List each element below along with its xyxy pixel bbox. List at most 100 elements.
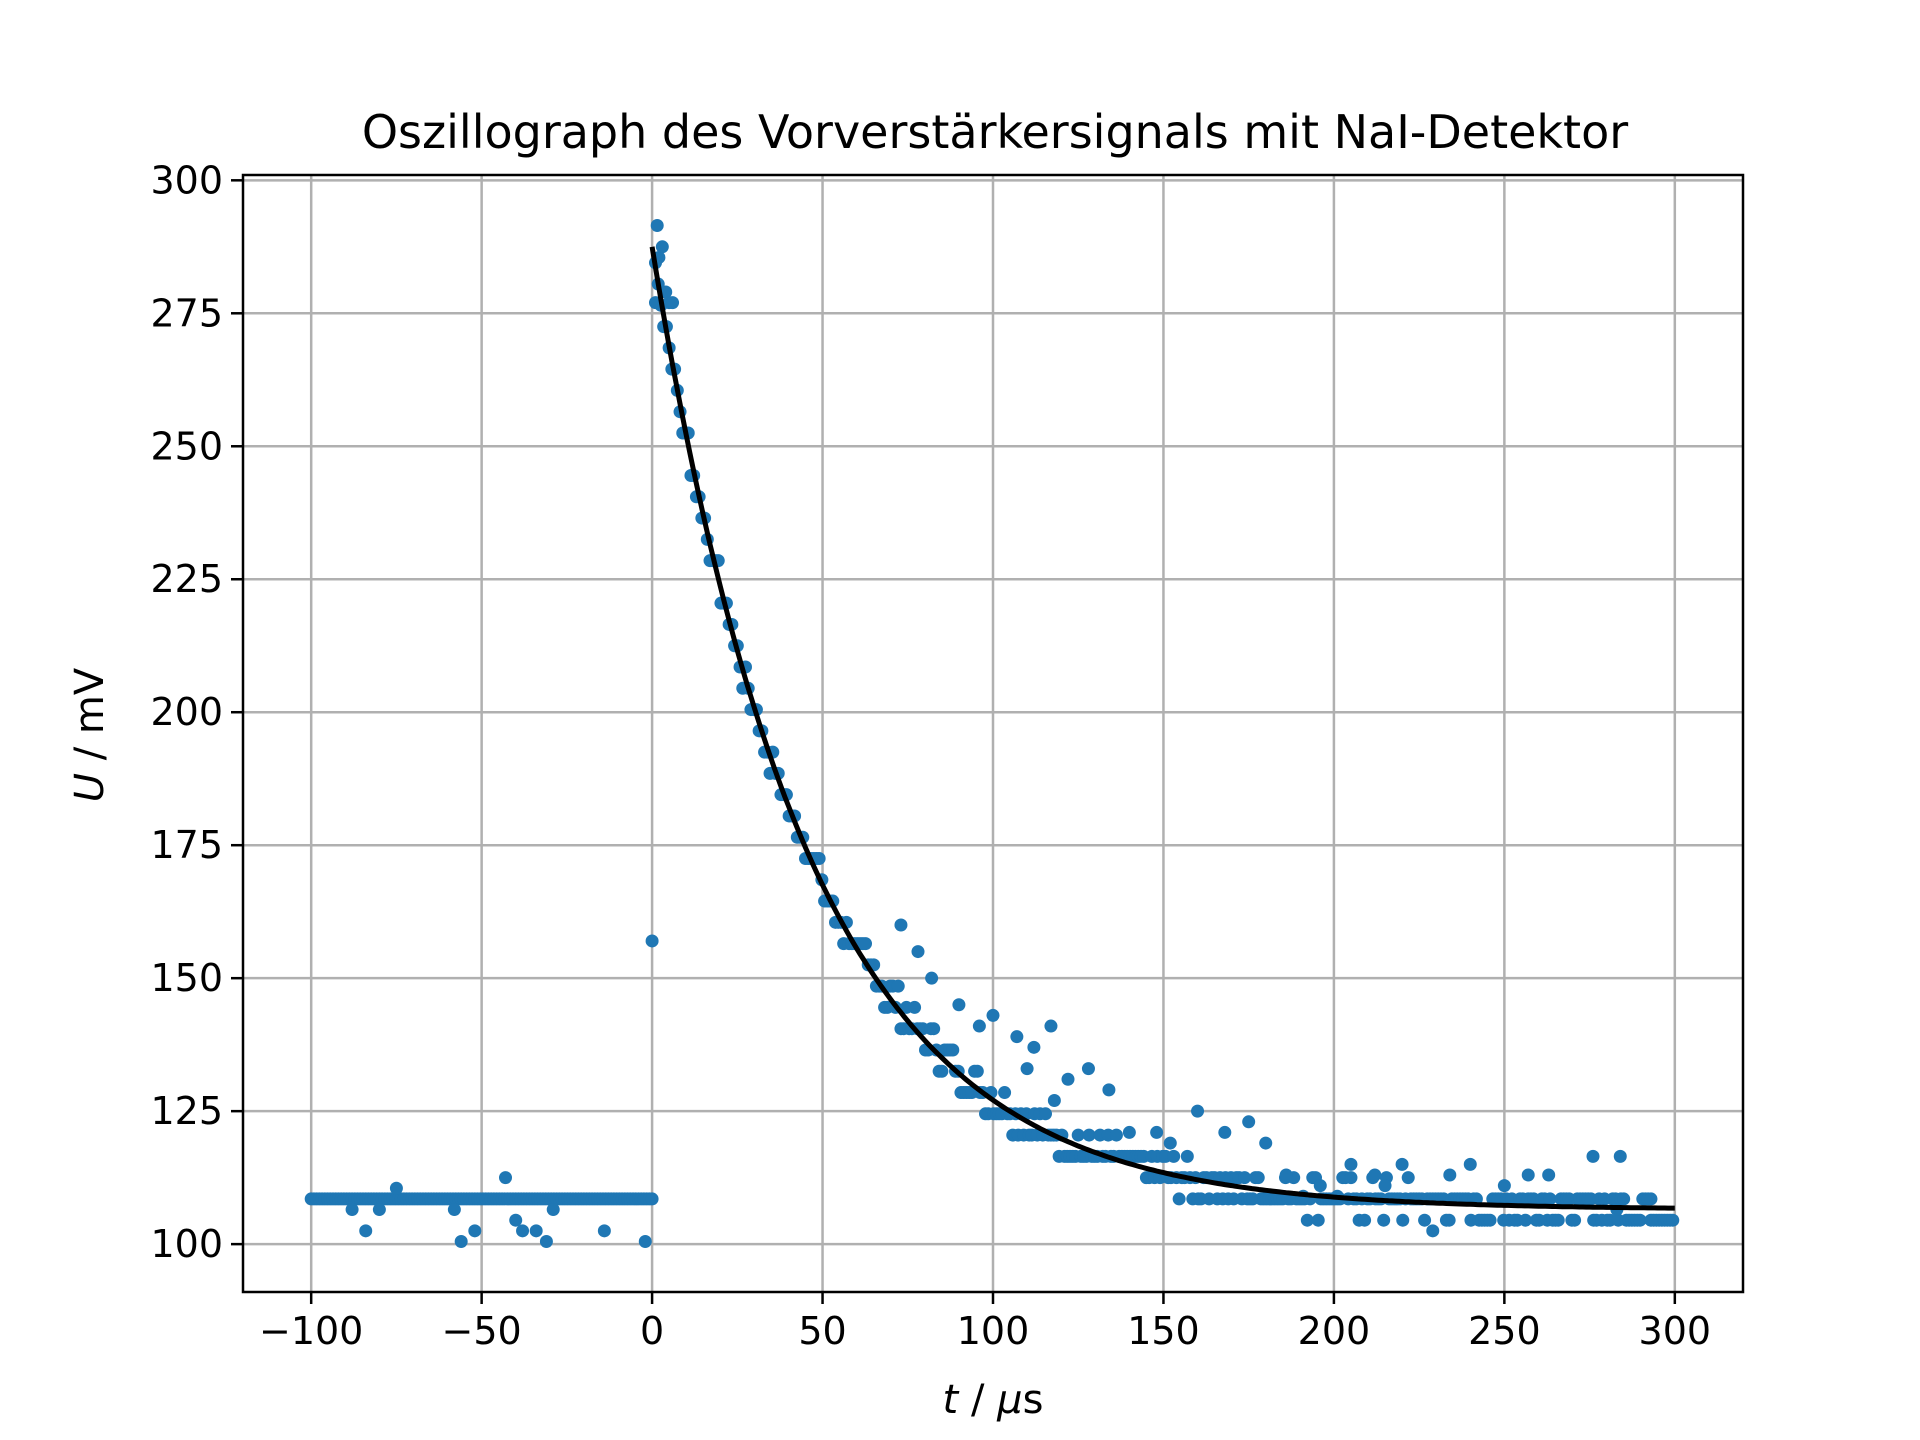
y-axis: 100 125 150 175 200 225 250 275 300 [150, 158, 243, 1266]
data-point [1358, 1213, 1372, 1227]
data-point [499, 1171, 512, 1185]
data-point [935, 1064, 949, 1078]
y-tick-label: 200 [150, 690, 223, 734]
data-point [1039, 1107, 1052, 1121]
data-point [345, 1203, 359, 1217]
data-point [1167, 1149, 1181, 1163]
data-point [666, 296, 680, 310]
data-point [970, 1064, 984, 1078]
data-point [650, 219, 664, 233]
data-point [908, 1000, 922, 1014]
data-point [447, 1203, 461, 1217]
y-tick-label: 275 [150, 291, 223, 335]
x-tick-label: 0 [640, 1309, 664, 1353]
data-point [1047, 1094, 1061, 1108]
data-point [1377, 1213, 1391, 1227]
data-point [1044, 1019, 1058, 1033]
data-point [539, 1234, 553, 1248]
y-tick-label: 175 [150, 823, 223, 867]
data-point [597, 1224, 611, 1238]
data-point [1378, 1179, 1392, 1193]
data-point [1644, 1192, 1658, 1206]
data-point [911, 945, 925, 959]
data-point [454, 1234, 468, 1248]
x-axis: −100 −50 0 50 100 150 200 250 300 [259, 1292, 1711, 1353]
data-point [1497, 1179, 1511, 1193]
x-tick-label: 50 [798, 1309, 846, 1353]
y-tick-label: 150 [150, 956, 223, 1000]
data-point [1568, 1213, 1582, 1227]
data-point [509, 1213, 523, 1227]
data-point [468, 1224, 482, 1238]
data-point [1122, 1125, 1136, 1139]
data-point [1401, 1171, 1415, 1185]
data-point [389, 1181, 403, 1195]
data-point [546, 1203, 560, 1217]
data-point [891, 979, 905, 993]
data-point [1109, 1128, 1123, 1142]
chart-title: Oszillograph des Vorverstärkersignals mi… [362, 105, 1628, 159]
data-point [1519, 1213, 1532, 1227]
x-tick-label: −100 [259, 1309, 363, 1353]
data-point [1617, 1192, 1631, 1206]
data-point [638, 1234, 652, 1248]
x-tick-label: 150 [1127, 1309, 1200, 1353]
y-tick-label: 100 [150, 1222, 223, 1266]
y-tick-label: 225 [150, 557, 223, 601]
y-tick-label: 250 [150, 424, 223, 468]
data-point [972, 1019, 986, 1033]
data-point [1443, 1168, 1457, 1182]
data-point [529, 1224, 543, 1238]
data-point [1163, 1136, 1177, 1150]
data-point [372, 1203, 386, 1217]
data-point [1259, 1136, 1273, 1150]
data-point [946, 1043, 960, 1057]
grid [243, 175, 1743, 1292]
y-tick-label: 125 [150, 1089, 223, 1133]
data-point [1172, 1192, 1186, 1206]
data-point [645, 1192, 659, 1206]
data-point [1082, 1128, 1096, 1142]
data-point [1396, 1213, 1410, 1227]
data-point [1368, 1168, 1382, 1182]
data-point [1191, 1104, 1205, 1118]
fit-curve [649, 246, 1675, 1211]
data-point [655, 240, 669, 254]
data-point [1300, 1213, 1314, 1227]
data-point [1150, 1125, 1164, 1139]
data-point [1542, 1168, 1556, 1182]
data-point [1020, 1062, 1034, 1076]
data-point [1418, 1213, 1432, 1227]
data-point [998, 1086, 1012, 1100]
data-point [1613, 1149, 1627, 1163]
data-point [1279, 1168, 1293, 1182]
data-point [1027, 1040, 1041, 1054]
data-point [1586, 1149, 1600, 1163]
x-tick-label: 200 [1298, 1309, 1371, 1353]
data-point [1442, 1213, 1456, 1227]
data-point [1061, 1072, 1075, 1086]
data-point [1071, 1128, 1085, 1142]
data-point [812, 851, 826, 865]
data-point [1313, 1179, 1327, 1193]
x-tick-label: −50 [442, 1309, 522, 1353]
data-point [1426, 1224, 1440, 1238]
data-point [859, 937, 872, 951]
data-point [1666, 1213, 1680, 1227]
data-point [1344, 1171, 1358, 1185]
data-point [1311, 1213, 1325, 1227]
data-point [1242, 1115, 1256, 1129]
data-point [927, 1022, 941, 1036]
data-point [1633, 1213, 1647, 1227]
data-point [952, 998, 966, 1012]
data-point [894, 918, 908, 932]
data-point [1251, 1171, 1265, 1185]
y-tick-label: 300 [150, 158, 223, 202]
data-point [1010, 1030, 1024, 1044]
data-point [925, 971, 939, 985]
data-point [1483, 1213, 1497, 1227]
data-point [1218, 1125, 1232, 1139]
data-point [1463, 1157, 1477, 1171]
data-point [1238, 1171, 1252, 1185]
data-point [1180, 1149, 1194, 1163]
